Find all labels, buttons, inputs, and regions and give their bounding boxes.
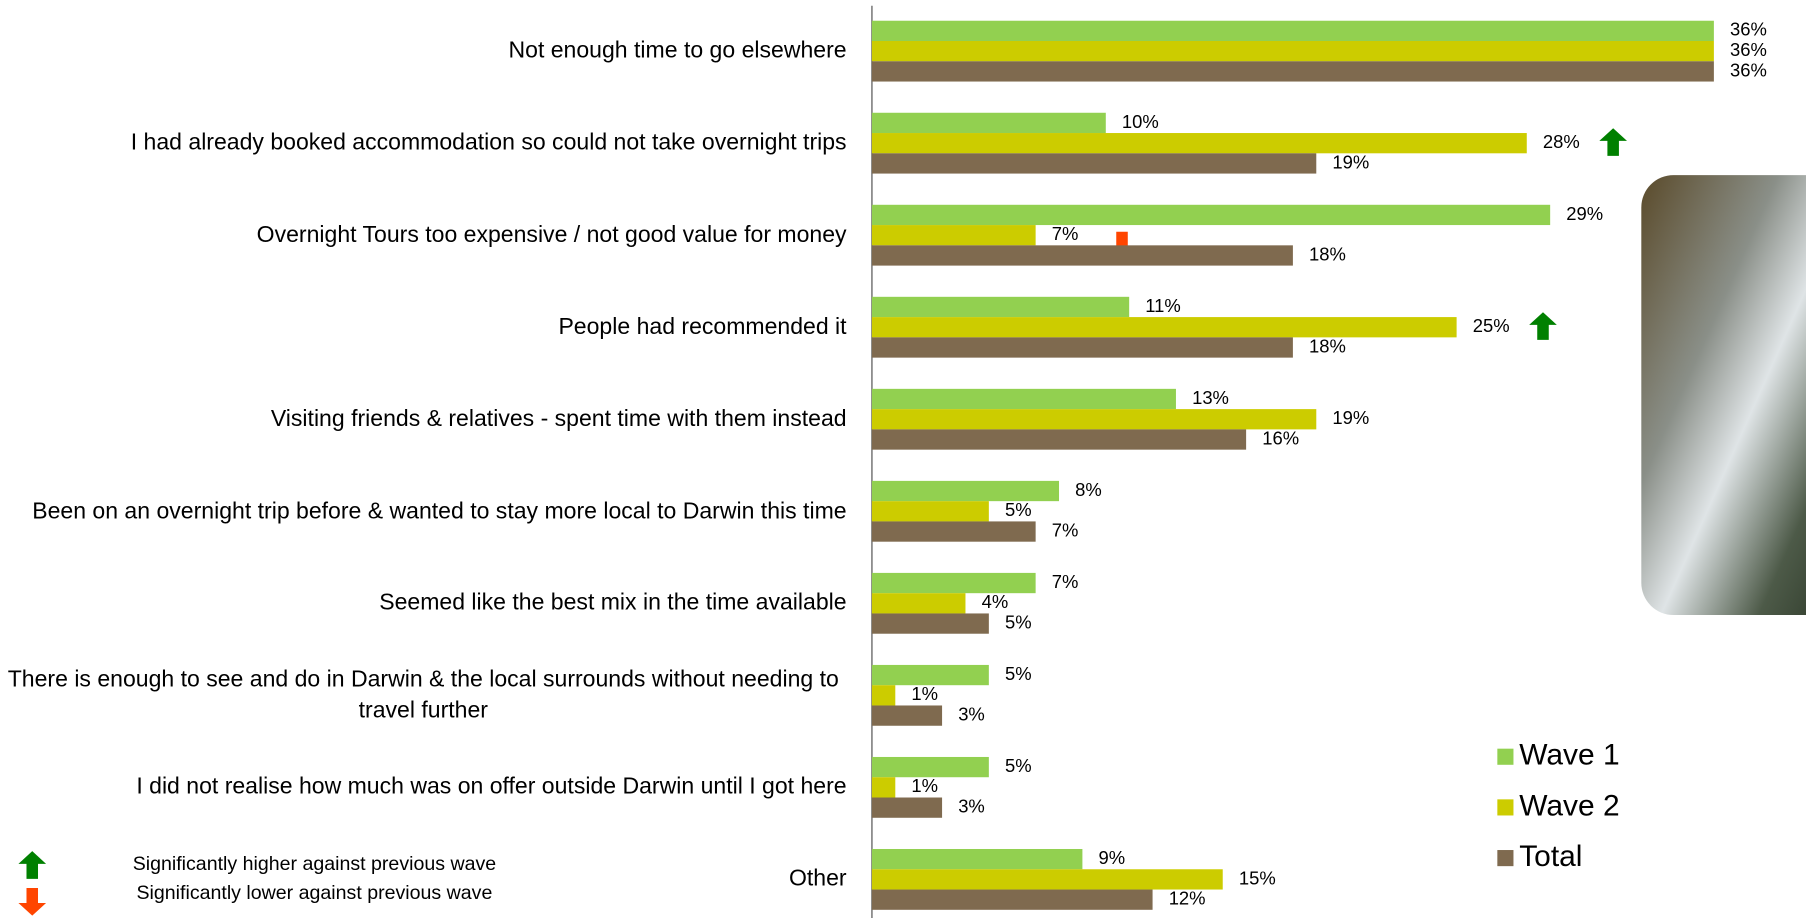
- bar: [871, 869, 1223, 890]
- bar: [871, 317, 1457, 338]
- bar: [871, 848, 1083, 870]
- bar: [871, 756, 989, 778]
- value-label: 7%: [1052, 571, 1079, 592]
- value-label: 5%: [1005, 755, 1032, 776]
- value-label: 28%: [1543, 131, 1580, 152]
- legend-label: Total: [1519, 840, 1582, 873]
- category-label: Seemed like the best mix in the time ava…: [379, 590, 847, 616]
- category-label: Been on an overnight trip before & wante…: [32, 498, 847, 524]
- legend-swatch: [1497, 748, 1514, 765]
- value-label: 5%: [1005, 499, 1032, 520]
- legend-swatch: [1497, 850, 1514, 867]
- legend-label: Wave 1: [1519, 739, 1619, 772]
- value-label: 5%: [1005, 611, 1032, 632]
- category-label: Other: [788, 866, 847, 892]
- category-label-box: Been on an overnight trip before & wante…: [0, 477, 847, 546]
- value-label: 3%: [958, 796, 985, 817]
- bar: [871, 245, 1293, 266]
- value-label: 4%: [982, 591, 1009, 612]
- category-label: Visiting friends & relatives - spent tim…: [270, 406, 847, 432]
- bar: [871, 429, 1247, 450]
- bar: [871, 613, 989, 634]
- bar: [871, 480, 1060, 502]
- category-label: I did not realise how much was on offer …: [136, 774, 847, 800]
- bar: [871, 225, 1036, 246]
- significance-legend-down: Significantly lower against previous wav…: [137, 882, 493, 904]
- value-label: 19%: [1332, 407, 1369, 428]
- bar: [871, 572, 1036, 594]
- value-label: 16%: [1262, 427, 1299, 448]
- significance-legend-up: Significantly higher against previous wa…: [133, 853, 497, 875]
- value-label: 8%: [1075, 479, 1102, 500]
- category-label-box: Seemed like the best mix in the time ava…: [0, 569, 847, 638]
- value-label: 36%: [1730, 59, 1767, 80]
- category-label: Overnight Tours too expensive / not good…: [256, 222, 847, 248]
- category-label-box: Not enough time to go elsewhere: [0, 17, 847, 86]
- category-label-box: There is enough to see and do in Darwin …: [0, 661, 847, 730]
- value-label: 18%: [1309, 335, 1346, 356]
- bar: [871, 112, 1106, 134]
- category-label-box: Overnight Tours too expensive / not good…: [0, 201, 847, 270]
- category-label-box: I had already booked accommodation so co…: [0, 109, 847, 178]
- bar: [871, 296, 1130, 318]
- value-label: 25%: [1473, 315, 1510, 336]
- value-label: 7%: [1052, 519, 1079, 540]
- value-label: 29%: [1566, 203, 1603, 224]
- bar: [871, 41, 1714, 62]
- bar: [871, 664, 989, 686]
- bar: [871, 409, 1317, 430]
- category-label: I had already booked accommodation so co…: [130, 130, 847, 156]
- bar: [871, 777, 896, 798]
- value-label: 13%: [1192, 387, 1229, 408]
- value-label: 19%: [1332, 151, 1369, 172]
- legend-arrow-up: [18, 851, 47, 879]
- bar: [871, 705, 943, 726]
- value-label: 36%: [1730, 19, 1767, 40]
- value-label: 7%: [1052, 223, 1079, 244]
- bar: [871, 153, 1317, 174]
- legend-arrow-down: [18, 888, 47, 916]
- value-label: 1%: [911, 683, 938, 704]
- bar: [871, 889, 1153, 910]
- bar: [871, 521, 1036, 542]
- significance-arrow: [1529, 312, 1557, 340]
- photo: [1641, 175, 1806, 616]
- value-label: 12%: [1169, 888, 1206, 909]
- bar: [871, 133, 1527, 154]
- category-label: People had recommended it: [558, 314, 847, 340]
- bar: [871, 337, 1293, 358]
- category-label-box: People had recommended it: [0, 293, 847, 362]
- bar: [871, 61, 1714, 82]
- bar: [871, 20, 1714, 42]
- category-label-box: Visiting friends & relatives - spent tim…: [0, 385, 847, 454]
- value-label: 5%: [1005, 663, 1032, 684]
- value-label: 10%: [1122, 111, 1159, 132]
- legend-swatch: [1497, 799, 1514, 816]
- value-label: 15%: [1239, 867, 1276, 888]
- significance-arrow: [1599, 128, 1627, 156]
- category-label-box: Other: [0, 845, 847, 914]
- category-label-box: I did not realise how much was on offer …: [0, 753, 847, 822]
- bar: [871, 501, 989, 522]
- value-label: 1%: [911, 775, 938, 796]
- bar: [871, 797, 943, 818]
- bar: [871, 204, 1551, 226]
- legend-label: Wave 2: [1519, 789, 1619, 822]
- value-label: 3%: [958, 703, 985, 724]
- value-label: 18%: [1309, 243, 1346, 264]
- bar: [871, 388, 1176, 410]
- bar: [871, 685, 896, 706]
- value-label: 36%: [1730, 39, 1767, 60]
- value-label: 11%: [1145, 295, 1180, 316]
- category-label: Not enough time to go elsewhere: [508, 38, 847, 64]
- bar: [871, 593, 966, 614]
- category-label: There is enough to see and do in Darwin …: [7, 666, 839, 724]
- value-label: 9%: [1099, 847, 1126, 868]
